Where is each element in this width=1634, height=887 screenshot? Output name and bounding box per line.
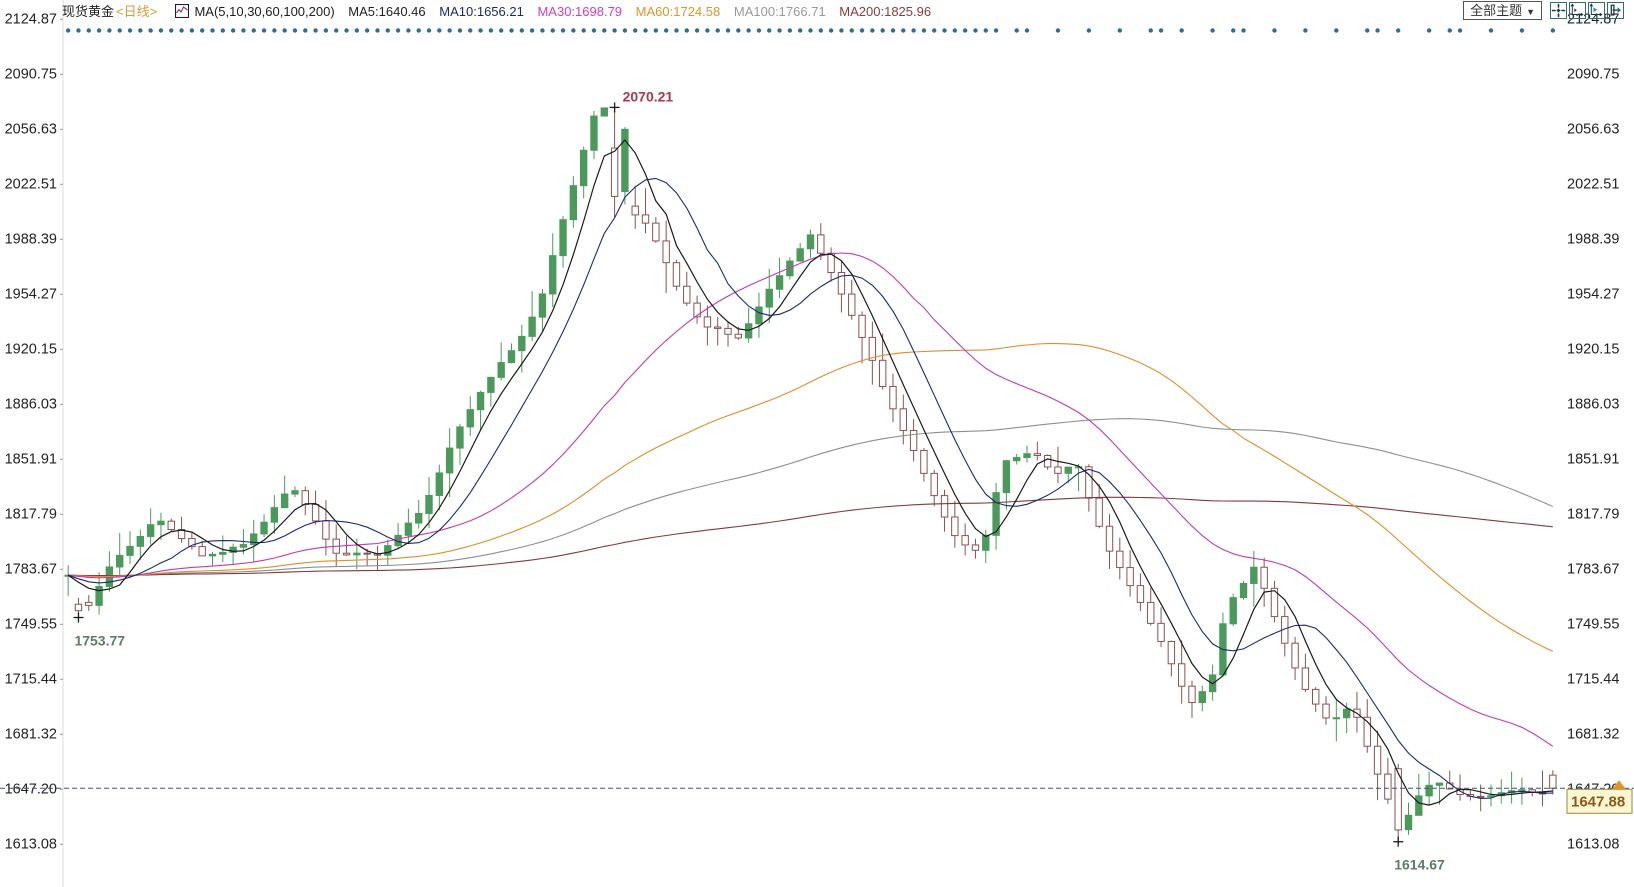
svg-text:1681.32: 1681.32 bbox=[5, 726, 57, 742]
svg-text:1886.03: 1886.03 bbox=[1567, 396, 1619, 412]
svg-text:1614.67: 1614.67 bbox=[1394, 857, 1445, 873]
svg-text:1954.27: 1954.27 bbox=[1567, 286, 1619, 302]
svg-text:1817.79: 1817.79 bbox=[1567, 506, 1619, 522]
svg-text:1783.67: 1783.67 bbox=[5, 561, 57, 577]
svg-text:2056.63: 2056.63 bbox=[1567, 121, 1619, 137]
svg-text:1920.15: 1920.15 bbox=[5, 341, 57, 357]
svg-text:1647.20: 1647.20 bbox=[5, 781, 57, 797]
svg-text:1988.39: 1988.39 bbox=[1567, 231, 1619, 247]
svg-text:1681.32: 1681.32 bbox=[1567, 726, 1619, 742]
svg-text:1715.44: 1715.44 bbox=[5, 671, 57, 687]
svg-text:1613.08: 1613.08 bbox=[5, 836, 57, 852]
svg-text:2070.21: 2070.21 bbox=[623, 88, 674, 104]
svg-text:2056.63: 2056.63 bbox=[5, 121, 57, 137]
svg-text:1988.39: 1988.39 bbox=[5, 231, 57, 247]
svg-text:1817.79: 1817.79 bbox=[5, 506, 57, 522]
svg-text:1851.91: 1851.91 bbox=[5, 451, 57, 467]
svg-text:2124.87: 2124.87 bbox=[5, 11, 57, 27]
svg-text:1886.03: 1886.03 bbox=[5, 396, 57, 412]
svg-text:1753.77: 1753.77 bbox=[74, 633, 125, 649]
svg-text:1749.55: 1749.55 bbox=[5, 616, 57, 632]
svg-text:1647.88: 1647.88 bbox=[1571, 793, 1625, 810]
svg-text:1715.44: 1715.44 bbox=[1567, 671, 1619, 687]
svg-text:2022.51: 2022.51 bbox=[5, 176, 57, 192]
svg-text:1920.15: 1920.15 bbox=[1567, 341, 1619, 357]
svg-text:1851.91: 1851.91 bbox=[1567, 451, 1619, 467]
svg-text:2090.75: 2090.75 bbox=[5, 66, 57, 82]
svg-text:2022.51: 2022.51 bbox=[1567, 176, 1619, 192]
svg-text:1613.08: 1613.08 bbox=[1567, 836, 1619, 852]
svg-text:2090.75: 2090.75 bbox=[1567, 66, 1619, 82]
svg-text:1749.55: 1749.55 bbox=[1567, 616, 1619, 632]
svg-text:1783.67: 1783.67 bbox=[1567, 561, 1619, 577]
svg-text:1954.27: 1954.27 bbox=[5, 286, 57, 302]
